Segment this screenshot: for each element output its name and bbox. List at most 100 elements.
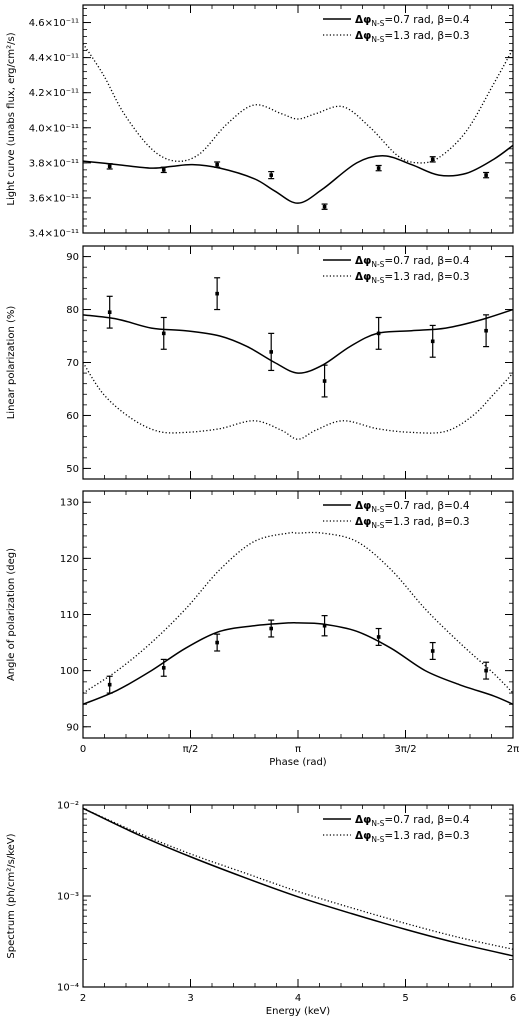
legend: ΔφN-S=0.7 rad, β=0.4 ΔφN-S=1.3 rad, β=0.3	[323, 814, 470, 844]
y-tick-label: 3.6×10⁻¹¹	[29, 193, 79, 204]
y-tick-label: 80	[66, 305, 79, 316]
x-tick-label: 4	[295, 993, 301, 1004]
data-point	[160, 316, 167, 350]
chart-panel-4: 10⁻⁴ 10⁻³ 10⁻² 2 3 4 5 6 Energy (keV) Spectrum (p…	[6, 801, 516, 1016]
point-marker	[484, 328, 488, 333]
legend: ΔφN-S=0.7 rad, β=0.4 ΔφN-S=1.3 rad, β=0.3	[323, 255, 470, 285]
data-point	[268, 332, 275, 372]
plot-frame	[82, 490, 514, 739]
legend-label-solid: ΔφN-S=0.7 rad, β=0.4	[355, 255, 470, 269]
legend-label-dotted: ΔφN-S=1.3 rad, β=0.3	[355, 516, 470, 530]
x-axis-label: Energy (keV)	[266, 1006, 331, 1016]
y-tick-label: 4.0×10⁻¹¹	[29, 123, 79, 134]
data-point	[268, 171, 275, 180]
y-tick-label: 4.4×10⁻¹¹	[29, 53, 79, 64]
data-point	[321, 203, 328, 210]
point-marker	[376, 635, 381, 639]
x-tick-label: 3	[187, 993, 193, 1004]
y-tick-label: 4.2×10⁻¹¹	[29, 88, 79, 99]
point-marker	[322, 204, 327, 209]
x-tick-label: 2	[80, 993, 86, 1004]
series-line-dotted	[82, 531, 514, 694]
point-marker	[430, 649, 435, 653]
data-point	[268, 619, 275, 638]
chart-panel-3: 90 100 110 120 130 0 π/2 π 3π/2 2π Phase (rad) Angl…	[6, 490, 519, 768]
point-marker	[269, 626, 274, 631]
chart-panel-1: 3.4×10⁻¹¹ 3.6×10⁻¹¹ 3.8×10⁻¹¹ 4.0×10⁻¹¹ 4.2×…	[6, 4, 514, 240]
series-line-solid	[82, 144, 514, 204]
point-marker	[376, 166, 381, 170]
data-point	[106, 675, 113, 694]
y-axis-label: Light curve (unabs flux, erg/cm²/s)	[6, 32, 17, 205]
legend-label-dotted: ΔφN-S=1.3 rad, β=0.3	[355, 30, 470, 44]
data-point	[375, 627, 382, 646]
data-point	[429, 641, 436, 661]
point-marker	[269, 173, 274, 177]
y-axis-label: Angle of polarization (deg)	[6, 548, 17, 681]
y-tick-label: 3.8×10⁻¹¹	[29, 158, 79, 169]
data-point	[375, 164, 382, 172]
point-marker	[215, 291, 219, 296]
x-tick-label: 3π/2	[394, 744, 416, 755]
data-point	[214, 277, 221, 311]
y-tick-label: 60	[66, 411, 79, 422]
data-point	[106, 295, 113, 329]
point-marker	[107, 682, 112, 687]
data-point	[483, 661, 490, 680]
series-line-dotted	[82, 43, 514, 164]
point-marker	[430, 339, 435, 344]
data-point	[483, 314, 490, 348]
legend-label-dotted: ΔφN-S=1.3 rad, β=0.3	[355, 271, 470, 285]
data-point	[321, 364, 328, 398]
chart-panel-2: 50 60 70 80 90 Linear polarization (%) ΔφN-S=0…	[6, 245, 514, 480]
data-point	[214, 161, 221, 168]
x-tick-label: π/2	[183, 744, 199, 755]
y-tick-label: 50	[66, 464, 79, 475]
y-tick-label: 130	[60, 498, 79, 509]
y-tick-label: 110	[60, 610, 79, 621]
x-tick-label: 0	[80, 744, 86, 755]
y-tick-label: 10⁻⁴	[57, 983, 79, 994]
x-tick-label: π	[295, 744, 301, 755]
y-tick-label: 120	[60, 554, 79, 565]
point-marker	[161, 168, 166, 172]
legend-label-solid: ΔφN-S=0.7 rad, β=0.4	[355, 14, 470, 28]
x-tick-label: 2π	[507, 744, 519, 755]
y-axis-label: Linear polarization (%)	[6, 306, 17, 420]
y-tick-label: 90	[66, 252, 79, 263]
data-point	[214, 633, 221, 652]
x-tick-label: 6	[510, 993, 516, 1004]
y-tick-label: 3.4×10⁻¹¹	[29, 229, 79, 240]
data-point	[160, 166, 167, 174]
series-line-solid	[82, 308, 514, 374]
point-marker	[161, 666, 166, 670]
series-line-solid	[82, 621, 514, 706]
data-point	[483, 171, 490, 179]
data-point	[160, 658, 167, 677]
series-line-dotted	[82, 807, 514, 950]
data-point	[429, 156, 436, 163]
point-marker	[322, 623, 327, 628]
point-marker	[107, 310, 112, 314]
data-point	[321, 615, 328, 637]
point-marker	[161, 331, 166, 336]
y-tick-label: 10⁻²	[57, 801, 79, 812]
point-marker	[430, 157, 435, 162]
x-tick-label: 5	[402, 993, 408, 1004]
point-marker	[376, 331, 381, 336]
point-marker	[484, 173, 488, 177]
point-marker	[322, 379, 327, 383]
y-tick-label: 90	[66, 722, 79, 733]
y-tick-label: 4.6×10⁻¹¹	[29, 18, 79, 29]
x-axis-label: Phase (rad)	[269, 757, 327, 768]
data-point	[375, 316, 382, 350]
series-line-solid	[82, 807, 514, 957]
y-tick-label: 10⁻³	[57, 892, 79, 903]
y-tick-label: 70	[66, 358, 79, 369]
y-tick-label: 100	[60, 666, 79, 677]
series-line-dotted	[82, 362, 514, 440]
legend: ΔφN-S=0.7 rad, β=0.4 ΔφN-S=1.3 rad, β=0.3	[323, 14, 470, 44]
data-point	[106, 163, 113, 170]
point-marker	[107, 164, 112, 169]
